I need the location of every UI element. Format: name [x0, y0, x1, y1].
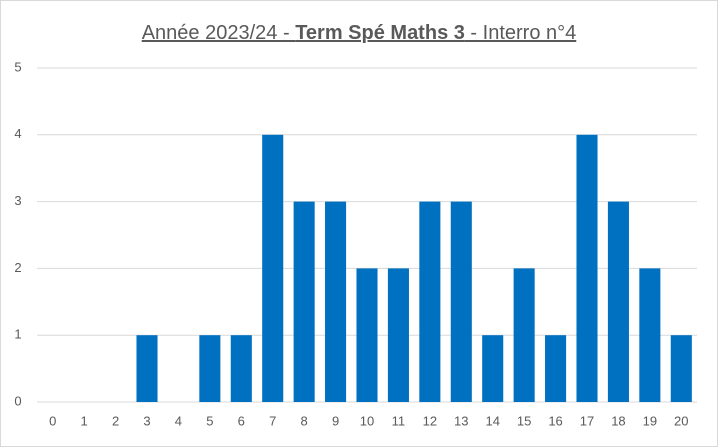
bar — [419, 201, 441, 402]
title-part: Term Spé Maths 3 — [295, 22, 465, 44]
bar — [199, 335, 221, 402]
bar — [325, 201, 347, 402]
x-tick-label: 6 — [238, 413, 245, 428]
x-tick-label: 14 — [485, 413, 499, 428]
bar — [670, 335, 692, 402]
y-tick-label: 4 — [14, 126, 21, 141]
x-tick-label: 9 — [332, 413, 339, 428]
y-tick-label: 5 — [14, 59, 21, 74]
bar — [639, 268, 661, 402]
y-tick-label: 2 — [14, 260, 21, 275]
x-tick-label: 15 — [517, 413, 531, 428]
bar — [450, 201, 472, 402]
bar — [387, 268, 409, 402]
bar — [607, 201, 629, 402]
x-tick-label: 16 — [548, 413, 562, 428]
y-tick-label: 1 — [14, 327, 21, 342]
x-tick-label: 7 — [269, 413, 276, 428]
x-tick-label: 4 — [175, 413, 182, 428]
x-tick-label: 18 — [611, 413, 625, 428]
x-tick-label: 5 — [206, 413, 213, 428]
title-part: - Interro n°4 — [465, 22, 576, 44]
x-tick-label: 0 — [49, 413, 56, 428]
y-tick-label: 3 — [14, 193, 21, 208]
y-tick-label: 0 — [14, 393, 21, 408]
bar — [356, 268, 378, 402]
bar — [230, 335, 252, 402]
x-tick-label: 17 — [580, 413, 594, 428]
x-tick-label: 3 — [143, 413, 150, 428]
x-tick-label: 13 — [454, 413, 468, 428]
x-tick-label: 1 — [81, 413, 88, 428]
chart-title: Année 2023/24 - Term Spé Maths 3 - Inter… — [142, 22, 577, 44]
x-tick-label: 11 — [392, 413, 406, 428]
x-tick-label: 20 — [674, 413, 688, 428]
bar — [262, 134, 284, 403]
x-tick-label: 19 — [643, 413, 657, 428]
bar — [576, 134, 598, 403]
x-tick-label: 8 — [301, 413, 308, 428]
bar — [482, 335, 504, 402]
x-tick-label: 2 — [112, 413, 119, 428]
bar — [136, 335, 158, 402]
x-tick-label: 10 — [360, 413, 374, 428]
bar — [293, 201, 315, 402]
bar — [545, 335, 567, 402]
x-tick-label: 12 — [423, 413, 437, 428]
title-part: Année 2023/24 - — [142, 22, 295, 44]
bar — [513, 268, 535, 402]
